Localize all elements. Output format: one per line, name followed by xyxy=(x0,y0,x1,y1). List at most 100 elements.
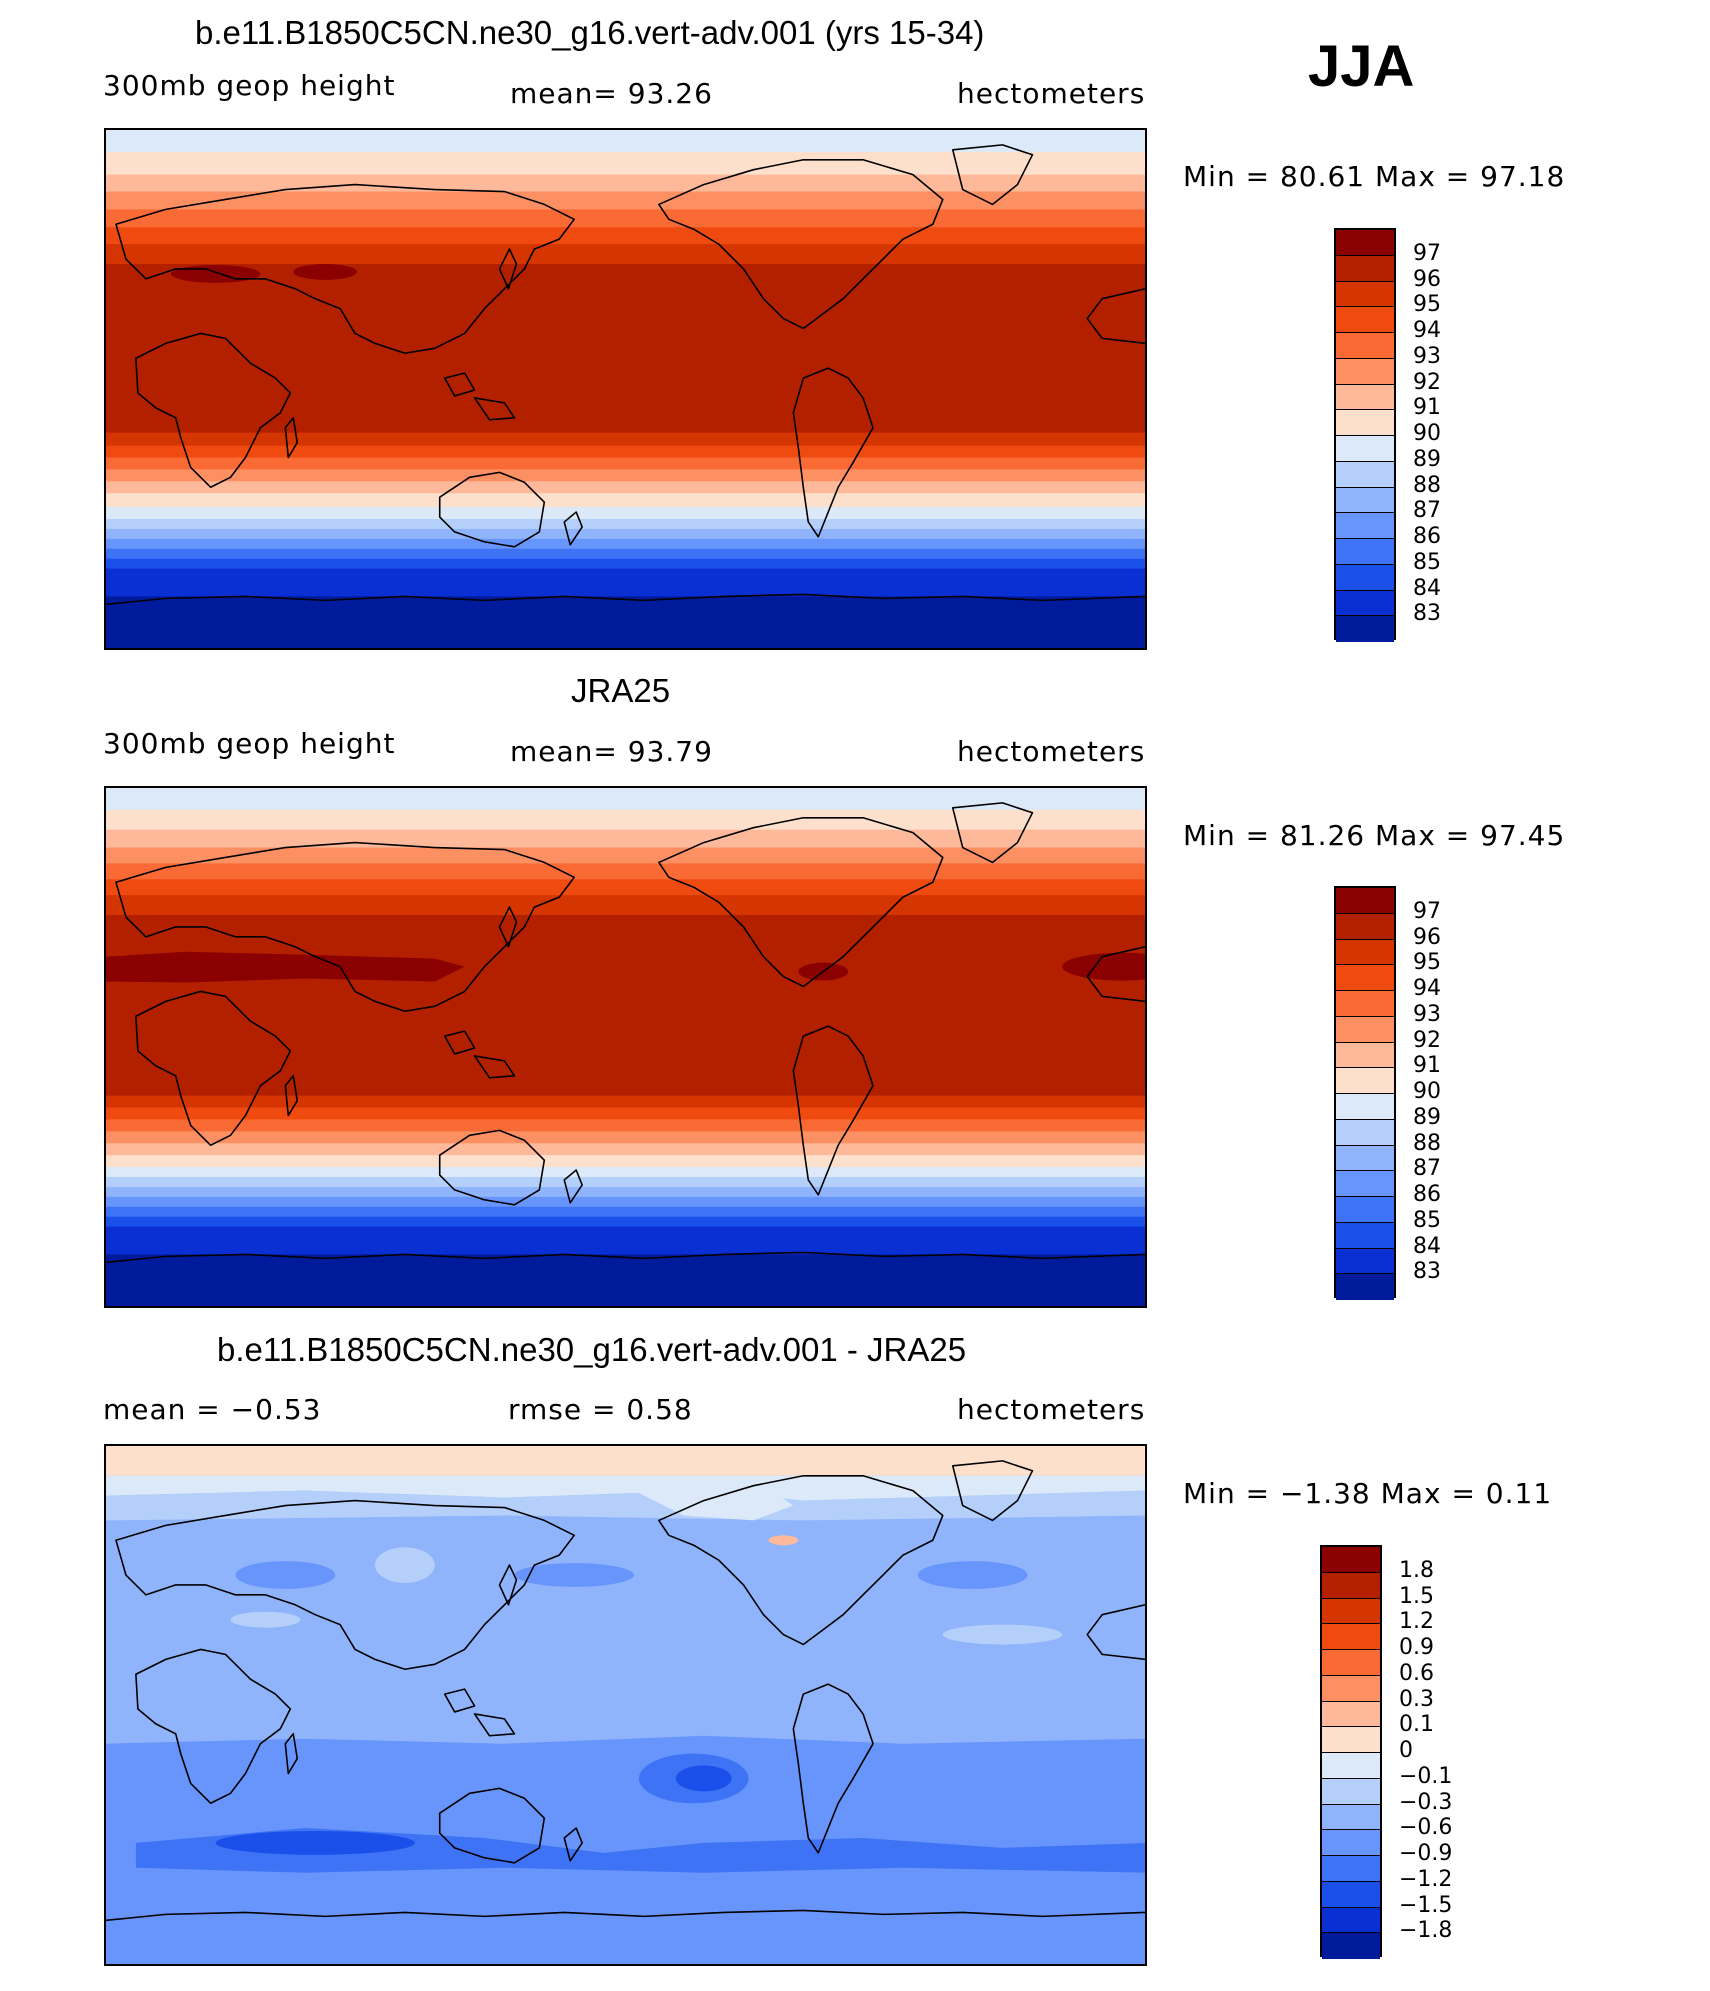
colorbar-swatch xyxy=(1336,1171,1394,1197)
colorbar-tick-label: 1.2 xyxy=(1399,1609,1434,1635)
colorbar-swatch xyxy=(1336,281,1394,308)
colorbar-swatch xyxy=(1322,1907,1380,1934)
colorbar-swatch xyxy=(1336,1248,1394,1275)
colorbar-tick-label: 0.6 xyxy=(1399,1660,1434,1686)
coastlines xyxy=(106,144,1145,606)
colorbar-swatch xyxy=(1322,1675,1380,1702)
colorbar-tick-label: 1.8 xyxy=(1399,1557,1434,1583)
colorbar-swatch xyxy=(1322,1804,1380,1831)
panel-1-mean-label: mean= 93.26 xyxy=(510,77,713,110)
colorbar-tick-label: 97 xyxy=(1413,898,1441,924)
colorbar-swatch xyxy=(1322,1624,1380,1650)
season-label: JJA xyxy=(1308,34,1415,99)
colorbar-swatch xyxy=(1336,333,1394,359)
colorbar-swatch xyxy=(1336,1016,1394,1043)
colorbar-swatch xyxy=(1336,307,1394,333)
colorbar-tick-label: 94 xyxy=(1413,976,1441,1001)
colorbar-tick-label: 90 xyxy=(1413,421,1441,446)
colorbar-swatch xyxy=(1336,913,1394,940)
colorbar-swatch xyxy=(1336,888,1394,914)
panel-2-map xyxy=(104,786,1147,1308)
colorbar-tick-label: 86 xyxy=(1413,524,1441,549)
colorbar-swatch xyxy=(1336,513,1394,539)
colorbar-tick-label: 96 xyxy=(1413,924,1441,950)
colorbar-tick-label: 95 xyxy=(1413,950,1441,976)
panel-2-title: JRA25 xyxy=(571,672,671,709)
colorbar-swatch xyxy=(1322,1727,1380,1753)
panel-1-units-label: hectometers xyxy=(957,77,1146,110)
panel-1-minmax-label: Min = 80.61 Max = 97.18 xyxy=(1183,160,1566,193)
colorbar-swatch xyxy=(1336,1145,1394,1172)
colorbar-swatch xyxy=(1336,1042,1394,1069)
colorbar-tick-label: −0.1 xyxy=(1399,1763,1453,1789)
colorbar-swatch xyxy=(1336,1119,1394,1146)
colorbar-tick-label: 83 xyxy=(1413,601,1441,627)
colorbar-swatch xyxy=(1336,616,1394,642)
colorbar-tick-label: 89 xyxy=(1413,1104,1441,1130)
colorbar-tick-label: −1.5 xyxy=(1399,1892,1453,1918)
colorbar-tick-label: 88 xyxy=(1413,472,1441,498)
panel-2-colorbar xyxy=(1334,886,1396,1300)
colorbar-swatch xyxy=(1336,487,1394,514)
coastlines xyxy=(106,1460,1145,1922)
colorbar-tick-label: 0.3 xyxy=(1399,1686,1434,1712)
colorbar-swatch xyxy=(1336,1274,1394,1300)
colorbar-tick-label: 0 xyxy=(1399,1738,1413,1763)
colorbar-tick-label: 94 xyxy=(1413,318,1441,343)
colorbar-tick-label: −0.6 xyxy=(1399,1815,1453,1841)
panel-2-minmax-label: Min = 81.26 Max = 97.45 xyxy=(1183,819,1566,852)
colorbar-tick-label: −1.8 xyxy=(1399,1918,1453,1944)
colorbar-tick-label: 86 xyxy=(1413,1182,1441,1207)
colorbar-tick-label: −0.3 xyxy=(1399,1789,1453,1815)
colorbar-tick-label: −1.2 xyxy=(1399,1866,1453,1892)
colorbar-swatch xyxy=(1336,230,1394,256)
colorbar-tick-label: 0.9 xyxy=(1399,1635,1434,1660)
colorbar-swatch xyxy=(1336,991,1394,1017)
panel-3-rmse-label: rmse = 0.58 xyxy=(508,1393,693,1426)
colorbar-swatch xyxy=(1336,358,1394,385)
colorbar-tick-label: 93 xyxy=(1413,343,1441,369)
colorbar-tick-label: 90 xyxy=(1413,1079,1441,1104)
colorbar-swatch xyxy=(1322,1830,1380,1856)
colorbar-tick-label: 84 xyxy=(1413,1233,1441,1259)
panel-3-minmax-label: Min = −1.38 Max = 0.11 xyxy=(1183,1477,1553,1510)
panel-3-mean-label: mean = −0.53 xyxy=(103,1393,322,1426)
colorbar-swatch xyxy=(1336,1094,1394,1120)
colorbar-swatch xyxy=(1336,539,1394,565)
colorbar-tick-label: 91 xyxy=(1413,395,1441,421)
map-canvas xyxy=(106,788,1145,1306)
colorbar-tick-label: 91 xyxy=(1413,1053,1441,1079)
colorbar-tick-label: 84 xyxy=(1413,575,1441,601)
colorbar-swatch xyxy=(1336,1068,1394,1094)
coastlines xyxy=(106,802,1145,1264)
colorbar-swatch xyxy=(1336,255,1394,282)
panel-1-title: b.e11.B1850C5CN.ne30_g16.vert-adv.001 (y… xyxy=(195,14,985,51)
colorbar-swatch xyxy=(1322,1933,1380,1959)
map-canvas xyxy=(106,130,1145,648)
colorbar-tick-label: 88 xyxy=(1413,1130,1441,1156)
colorbar-swatch xyxy=(1336,564,1394,591)
colorbar-swatch xyxy=(1322,1753,1380,1779)
panel-1-variable-label: 300mb geop height xyxy=(103,69,396,102)
colorbar-tick-label: 92 xyxy=(1413,369,1441,395)
colorbar-tick-label: 85 xyxy=(1413,549,1441,575)
panel-2-variable-label: 300mb geop height xyxy=(103,727,396,760)
panel-3-map xyxy=(104,1444,1147,1966)
colorbar-swatch xyxy=(1336,1197,1394,1223)
colorbar-swatch xyxy=(1322,1701,1380,1728)
colorbar-tick-label: 95 xyxy=(1413,292,1441,318)
colorbar-swatch xyxy=(1322,1650,1380,1676)
colorbar-swatch xyxy=(1336,965,1394,991)
colorbar-swatch xyxy=(1322,1856,1380,1882)
colorbar-swatch xyxy=(1336,384,1394,411)
colorbar-tick-label: 83 xyxy=(1413,1259,1441,1285)
colorbar-tick-label: 93 xyxy=(1413,1001,1441,1027)
colorbar-swatch xyxy=(1322,1547,1380,1573)
colorbar-tick-label: 97 xyxy=(1413,240,1441,266)
colorbar-swatch xyxy=(1336,410,1394,436)
panel-3-units-label: hectometers xyxy=(957,1393,1146,1426)
colorbar-tick-label: 85 xyxy=(1413,1207,1441,1233)
map-canvas xyxy=(106,1446,1145,1964)
colorbar-swatch xyxy=(1336,590,1394,617)
colorbar-swatch xyxy=(1322,1598,1380,1625)
